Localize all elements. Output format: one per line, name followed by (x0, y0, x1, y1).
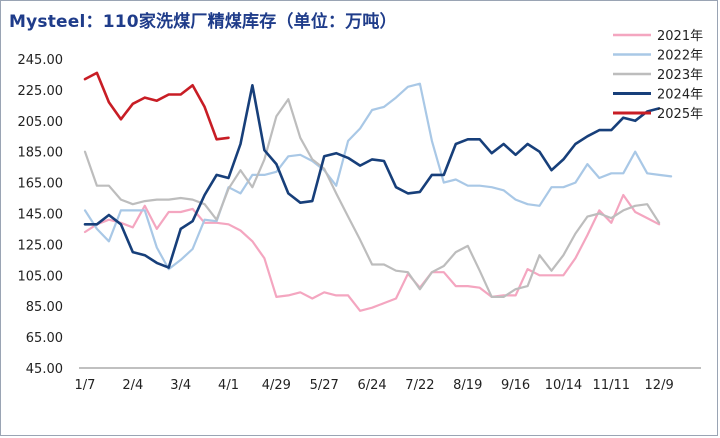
legend-label: 2021年 (657, 29, 703, 44)
series-line-2022 (83, 82, 673, 271)
series-line-2023 (83, 98, 661, 298)
chart-title: Mysteel：110家洗煤厂精煤库存（单位：万吨） (9, 12, 397, 32)
y-tick-label: 145.00 (18, 208, 64, 223)
x-tick-label: 5/27 (310, 378, 339, 393)
series-line-2021 (83, 193, 661, 312)
x-tick-label: 1/7 (75, 378, 96, 393)
y-tick-label: 245.00 (18, 53, 64, 68)
y-tick-label: 105.00 (18, 269, 64, 284)
y-tick-label: 85.00 (26, 300, 63, 315)
y-tick-label: 205.00 (18, 115, 64, 130)
legend-label: 2022年 (657, 49, 703, 64)
legend-label: 2023年 (657, 68, 703, 83)
x-tick-label: 12/9 (645, 378, 674, 393)
x-tick-label: 3/4 (170, 378, 191, 393)
y-tick-label: 165.00 (18, 177, 64, 192)
series-line-2025 (83, 71, 230, 141)
x-tick-label: 11/11 (593, 378, 630, 393)
y-tick-label: 65.00 (26, 331, 63, 346)
legend-label: 2025年 (657, 107, 703, 122)
legend-label: 2024年 (657, 88, 703, 103)
series-line-2024 (83, 84, 661, 269)
y-tick-label: 45.00 (26, 362, 63, 377)
x-tick-label: 6/24 (357, 378, 386, 393)
x-tick-label: 7/22 (405, 378, 434, 393)
y-tick-label: 125.00 (18, 238, 64, 253)
x-tick-label: 8/19 (453, 378, 482, 393)
x-tick-label: 10/14 (545, 378, 582, 393)
x-tick-label: 2/4 (122, 378, 143, 393)
y-tick-label: 225.00 (18, 84, 64, 99)
x-tick-label: 4/1 (218, 378, 239, 393)
x-tick-label: 9/16 (501, 378, 530, 393)
y-tick-label: 185.00 (18, 146, 64, 161)
x-tick-label: 4/29 (262, 378, 291, 393)
